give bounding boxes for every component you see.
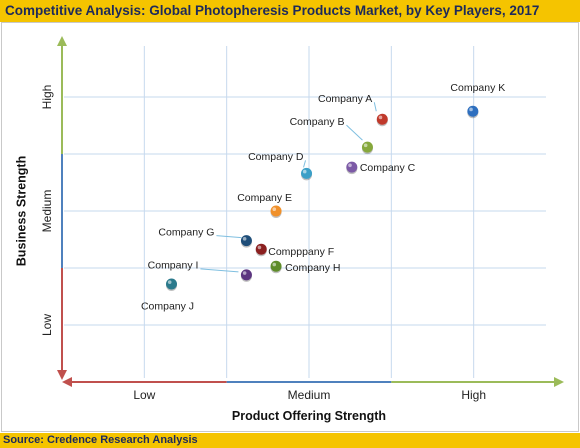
point-company-h — [270, 260, 282, 272]
point-company-k — [467, 105, 479, 117]
point-highlight-compppany-f — [257, 245, 262, 250]
x-axis-title: Product Offering Strength — [232, 409, 386, 423]
point-label-company-b: Company B — [290, 116, 345, 128]
x-tick-label-high: High — [461, 388, 486, 402]
x-tick-label-medium: Medium — [288, 388, 331, 402]
y-tick-label-high: High — [40, 85, 54, 110]
point-company-g — [240, 235, 252, 247]
point-highlight-company-d — [302, 169, 307, 174]
point-highlight-company-i — [242, 271, 247, 275]
point-highlight-company-c — [348, 163, 352, 168]
point-company-e — [270, 205, 282, 217]
leader-line-company-b — [346, 124, 363, 141]
point-label-company-i: Company I — [148, 260, 199, 272]
point-company-i — [240, 269, 252, 281]
y-axis-title: Business Strength — [14, 156, 28, 266]
point-label-company-g: Company G — [158, 226, 214, 238]
point-label-company-k: Company K — [450, 82, 505, 94]
leader-line-company-d — [303, 160, 307, 168]
source-note: Source: Credence Research Analysis — [0, 433, 580, 448]
point-label-company-e: Company E — [237, 192, 292, 204]
point-highlight-company-j — [167, 280, 172, 284]
point-company-a — [376, 113, 388, 125]
y-tick-label-low: Low — [40, 314, 54, 336]
point-highlight-company-k — [469, 107, 473, 112]
point-label-company-c: Company C — [360, 162, 416, 174]
point-compppany-f — [255, 243, 267, 255]
point-label-company-d: Company D — [248, 151, 304, 163]
leader-line-company-g — [216, 235, 242, 239]
point-highlight-company-b — [363, 143, 368, 148]
point-company-j — [166, 278, 178, 290]
point-label-compppany-f: Compppany F — [268, 246, 334, 258]
chart-title: Competitive Analysis: Global Photopheres… — [0, 0, 580, 22]
chart-frame — [1, 22, 579, 432]
leader-line-company-a — [373, 102, 377, 112]
point-company-d — [301, 167, 313, 179]
point-label-company-a: Company A — [318, 93, 372, 105]
point-highlight-company-g — [242, 237, 247, 241]
x-tick-label-low: Low — [133, 388, 155, 402]
point-company-c — [346, 161, 358, 173]
point-highlight-company-h — [272, 262, 277, 267]
point-label-company-h: Company H — [285, 262, 340, 274]
point-label-company-j: Company J — [141, 301, 194, 313]
point-company-b — [361, 141, 373, 153]
leader-line-company-i — [200, 268, 239, 273]
y-tick-label-medium: Medium — [40, 190, 54, 233]
point-highlight-company-a — [378, 115, 383, 120]
point-highlight-company-e — [272, 207, 277, 211]
